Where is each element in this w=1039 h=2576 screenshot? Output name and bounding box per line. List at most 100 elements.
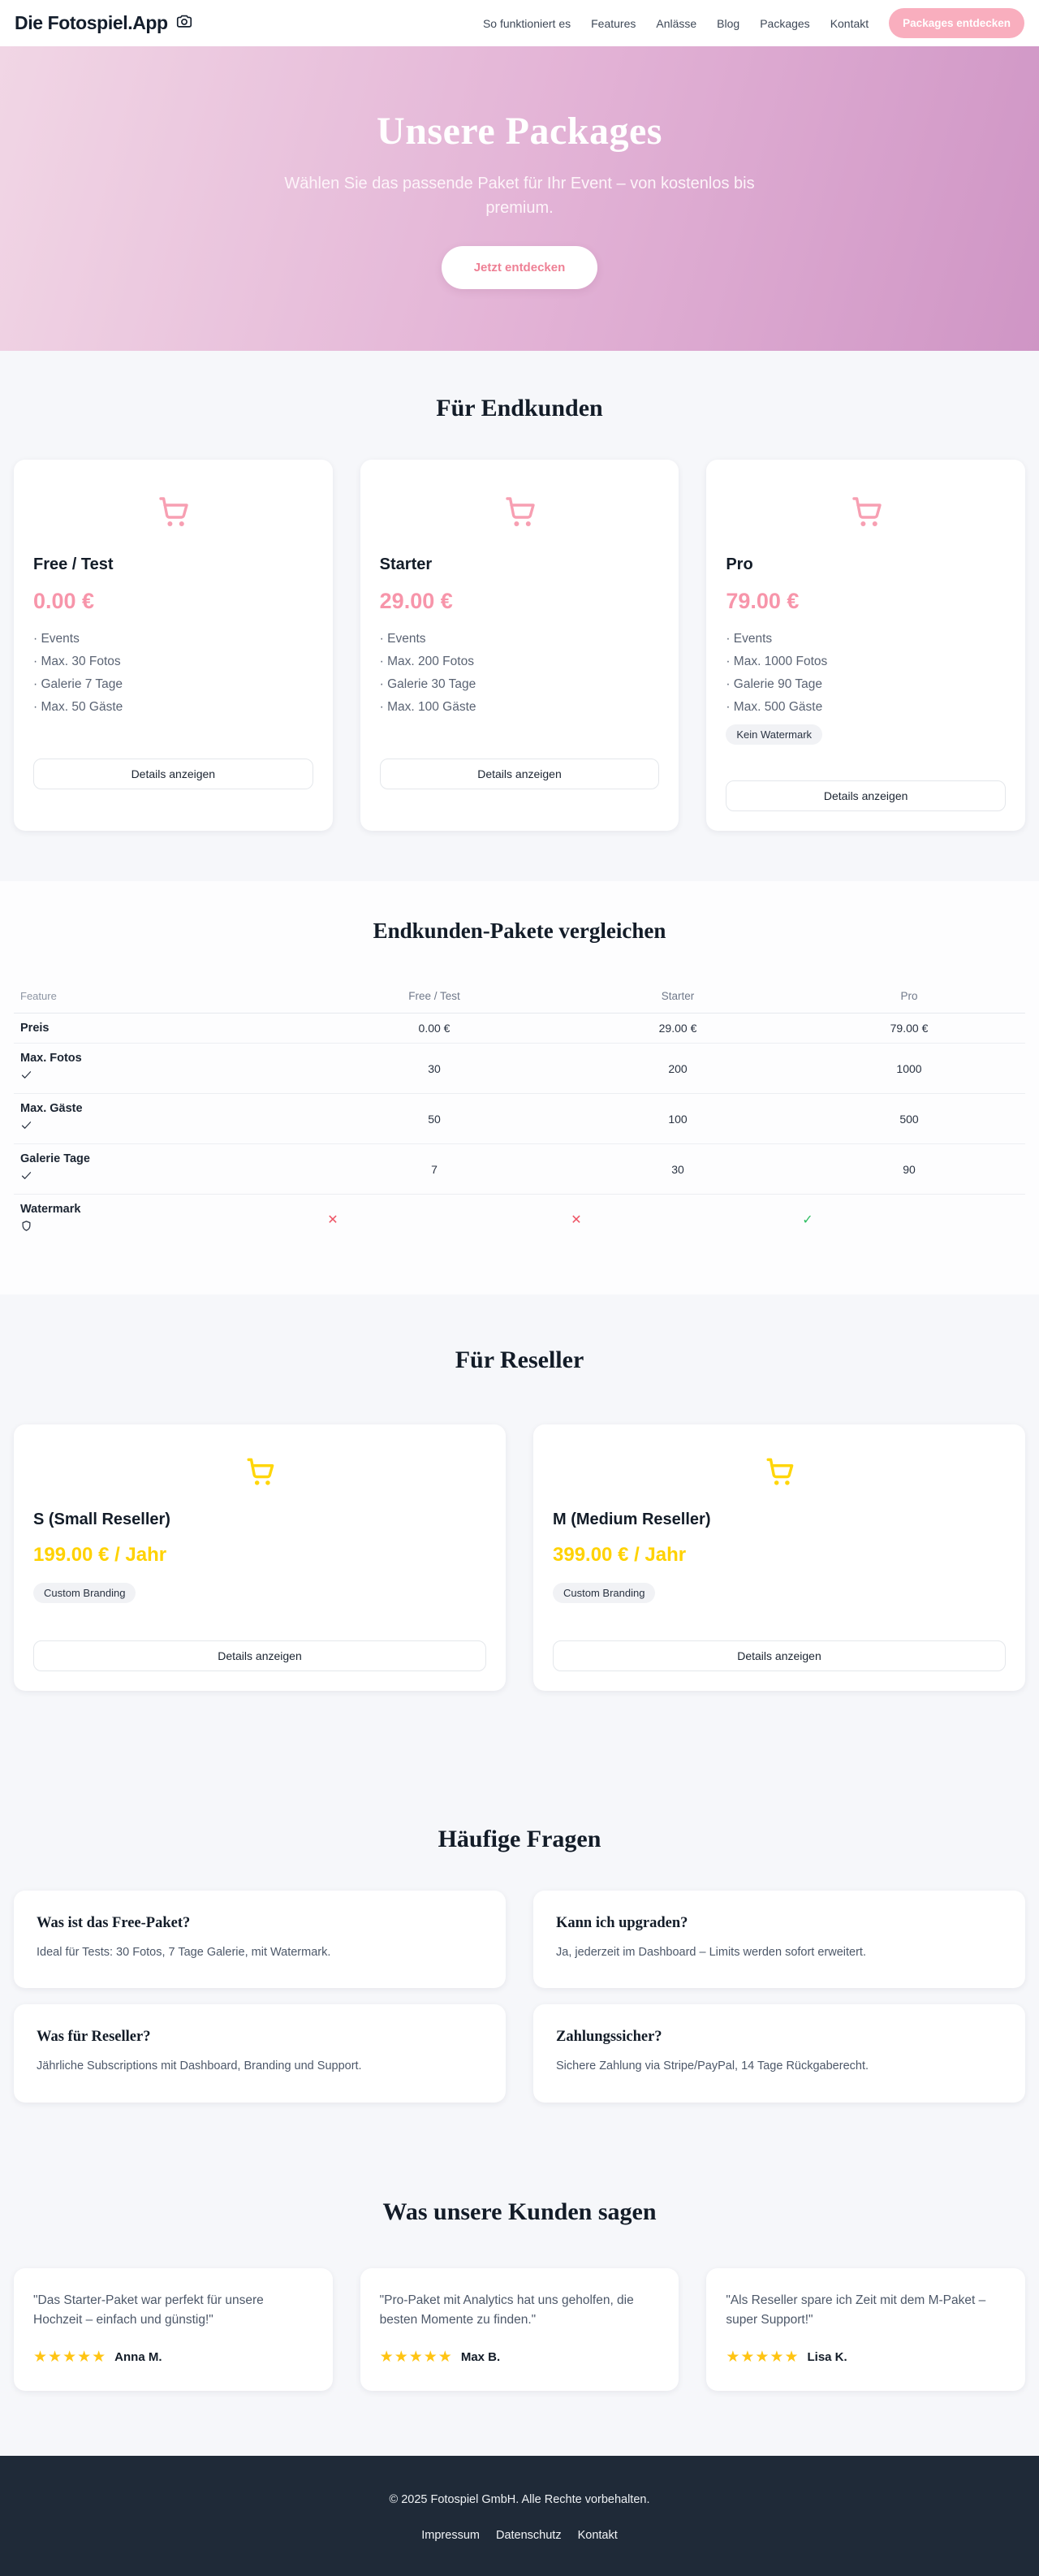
comparison-row-max-fotos: Max. Fotos 30 200 1000 xyxy=(14,1044,1025,1095)
package-price: 199.00 € / Jahr xyxy=(33,1544,167,1567)
details-anzeigen-button[interactable]: Details anzeigen xyxy=(553,1640,1006,1672)
feature-item: Max. 50 Gäste xyxy=(33,700,313,714)
footer: © 2025 Fotospiel GmbH. Alle Rechte vorbe… xyxy=(0,2455,1039,2576)
comparison-row-galerie-tage: Galerie Tage 7 30 90 xyxy=(14,1144,1025,1195)
table-cell: 30 xyxy=(671,1162,684,1176)
table-cell: 0.00 € xyxy=(418,1022,451,1035)
jetzt-entdecken-button[interactable]: Jetzt entdecken xyxy=(441,245,598,289)
feature-item: Events xyxy=(380,632,660,646)
section-reseller: Für Reseller S (Small Reseller) 199.00 €… xyxy=(0,1294,1039,1786)
testimonial-quote: "Pro-Paket mit Analytics hat uns geholfe… xyxy=(379,2293,634,2327)
faq-question: Kann ich upgraden? xyxy=(556,1915,688,1932)
endkunden-heading: Für Endkunden xyxy=(436,395,603,421)
comparison-header-row: Feature Free / Test Starter Pro xyxy=(14,979,1025,1014)
feature-label: Max. Gäste xyxy=(20,1102,83,1116)
feature-item: Max. 30 Fotos xyxy=(33,655,313,668)
pricing-card-free-test: Free / Test 0.00 € Events Max. 30 Fotos … xyxy=(14,460,333,832)
footer-links: Impressum Datenschutz Kontakt xyxy=(16,2529,1023,2542)
brand-logo[interactable]: Die Fotospiel.App xyxy=(15,12,193,35)
table-cell: 50 xyxy=(428,1112,441,1126)
table-cell: 1000 xyxy=(896,1061,922,1075)
footer-link-impressum[interactable]: Impressum xyxy=(421,2528,480,2542)
testimonial-name: Lisa K. xyxy=(807,2349,847,2364)
table-cell: 29.00 € xyxy=(658,1022,697,1035)
nav-link-anlaesse[interactable]: Anlässe xyxy=(656,16,697,30)
feature-item: Galerie 30 Tage xyxy=(380,677,660,691)
cross-icon: ✕ xyxy=(571,1212,582,1227)
feature-label: Watermark xyxy=(20,1203,81,1217)
nav-link-features[interactable]: Features xyxy=(591,16,636,30)
hero-subtitle: Wählen Sie das passende Paket für Ihr Ev… xyxy=(284,174,755,217)
comparison-row-watermark: Watermark ✕ ✕ ✓ xyxy=(14,1195,1025,1244)
cart-icon xyxy=(553,1454,1006,1494)
package-name: Pro xyxy=(726,555,753,573)
star-rating-icon: ★★★★★ xyxy=(379,2348,453,2366)
table-cell: 500 xyxy=(899,1112,919,1126)
check-icon xyxy=(20,1069,313,1085)
camera-icon xyxy=(175,12,193,35)
section-endkunden: Für Endkunden Free / Test 0.00 € Events … xyxy=(0,351,1039,882)
feature-item: Max. 1000 Fotos xyxy=(726,655,1006,668)
column-header: Starter xyxy=(661,990,695,1003)
faq-item: Was ist das Free-Paket? Ideal für Tests:… xyxy=(14,1891,506,1989)
column-header: Pro xyxy=(900,990,918,1003)
custom-branding-badge: Custom Branding xyxy=(33,1583,136,1604)
package-price: 29.00 € xyxy=(379,589,453,613)
feature-label: Galerie Tage xyxy=(20,1152,90,1166)
package-price: 79.00 € xyxy=(726,589,800,613)
column-header: Feature xyxy=(20,990,57,1003)
feature-label: Preis xyxy=(20,1022,50,1035)
feature-item: Max. 200 Fotos xyxy=(380,655,660,668)
check-icon: ✓ xyxy=(802,1212,813,1227)
reseller-heading: Für Reseller xyxy=(455,1346,584,1374)
packages-entdecken-button[interactable]: Packages entdecken xyxy=(889,8,1024,38)
check-icon xyxy=(20,1119,313,1135)
testimonial-name: Max B. xyxy=(460,2349,501,2364)
feature-item: Galerie 90 Tage xyxy=(726,677,1006,691)
nav-link-kontakt[interactable]: Kontakt xyxy=(830,16,869,30)
comparison-heading: Endkunden-Pakete vergleichen xyxy=(373,918,666,944)
cart-icon xyxy=(380,493,660,536)
faq-answer: Ideal für Tests: 30 Fotos, 7 Tage Galeri… xyxy=(37,1946,331,1960)
testimonial-card: "Als Reseller spare ich Zeit mit dem M-P… xyxy=(706,2267,1025,2391)
faq-answer: Jährliche Subscriptions mit Dashboard, B… xyxy=(37,2060,362,2073)
feature-list: Events Max. 30 Fotos Galerie 7 Tage Max.… xyxy=(33,632,313,723)
cross-icon: ✕ xyxy=(327,1212,338,1227)
hero: Unsere Packages Wählen Sie das passende … xyxy=(0,46,1039,351)
cart-icon xyxy=(33,493,313,536)
nav-link-packages[interactable]: Packages xyxy=(760,16,810,30)
nav-link-blog[interactable]: Blog xyxy=(717,16,740,30)
package-price: 399.00 € / Jahr xyxy=(553,1544,687,1567)
faq-heading: Häufige Fragen xyxy=(438,1826,601,1853)
feature-item: Max. 500 Gäste xyxy=(726,700,1006,714)
faq-question: Was ist das Free-Paket? xyxy=(37,1915,191,1932)
testimonial-card: "Das Starter-Paket war perfekt für unser… xyxy=(14,2267,333,2391)
faq-question: Zahlungssicher? xyxy=(556,2029,662,2046)
details-anzeigen-button[interactable]: Details anzeigen xyxy=(33,1640,486,1672)
pricing-card-pro: Pro 79.00 € Events Max. 1000 Fotos Galer… xyxy=(706,460,1025,832)
check-icon xyxy=(20,1169,313,1186)
hero-title: Unsere Packages xyxy=(377,109,662,153)
footer-link-datenschutz[interactable]: Datenschutz xyxy=(495,2528,562,2542)
table-cell: 30 xyxy=(428,1061,441,1075)
comparison-row-preis: Preis 0.00 € 29.00 € 79.00 € xyxy=(14,1014,1025,1044)
custom-branding-badge: Custom Branding xyxy=(553,1583,656,1604)
section-comparison: Endkunden-Pakete vergleichen Feature Fre… xyxy=(0,881,1039,1295)
header: Die Fotospiel.App So funktioniert es Fea… xyxy=(0,0,1039,46)
details-anzeigen-button[interactable]: Details anzeigen xyxy=(33,759,313,790)
package-name: Starter xyxy=(379,555,433,573)
footer-link-kontakt[interactable]: Kontakt xyxy=(577,2528,618,2542)
pricing-card-m-reseller: M (Medium Reseller) 399.00 € / Jahr Cust… xyxy=(533,1424,1025,1692)
details-anzeigen-button[interactable]: Details anzeigen xyxy=(726,780,1006,812)
package-name: M (Medium Reseller) xyxy=(553,1511,711,1529)
copyright-text: © 2025 Fotospiel GmbH. Alle Rechte vorbe… xyxy=(389,2492,650,2506)
table-cell: 200 xyxy=(668,1061,688,1075)
table-cell: 100 xyxy=(668,1112,688,1126)
kein-watermark-badge: Kein Watermark xyxy=(726,724,823,746)
cart-icon xyxy=(33,1454,486,1494)
testimonials-heading: Was unsere Kunden sagen xyxy=(382,2198,657,2225)
package-name: S (Small Reseller) xyxy=(33,1511,170,1529)
details-anzeigen-button[interactable]: Details anzeigen xyxy=(379,759,660,790)
feature-item: Events xyxy=(726,632,1006,646)
nav-link-so-funktioniert-es[interactable]: So funktioniert es xyxy=(482,16,571,30)
